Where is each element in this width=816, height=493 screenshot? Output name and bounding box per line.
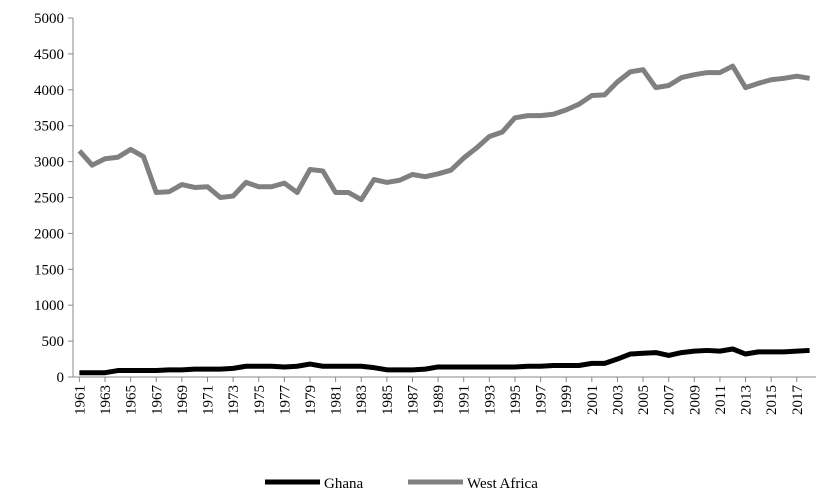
x-tick-label: 1967 [149, 385, 165, 416]
x-tick-label: 1981 [329, 385, 345, 415]
x-tick-label: 2007 [662, 385, 678, 416]
x-tick-label: 2009 [687, 385, 703, 415]
x-tick-label: 1979 [303, 385, 319, 415]
x-tick-label: 1971 [201, 385, 217, 415]
x-tick-label: 1993 [482, 385, 498, 415]
y-tick-label: 0 [57, 370, 65, 386]
y-tick-label: 1000 [34, 298, 64, 314]
x-tick-label: 2005 [636, 385, 652, 415]
legend-label: Ghana [324, 476, 363, 492]
y-tick-label: 3500 [34, 119, 64, 135]
x-tick-label: 1997 [534, 385, 550, 416]
x-tick-label: 1963 [98, 385, 114, 415]
x-tick-label: 1991 [457, 385, 473, 415]
x-tick-label: 1999 [559, 385, 575, 415]
x-tick-label: 2015 [764, 385, 780, 415]
y-tick-label: 5000 [34, 11, 64, 27]
x-tick-label: 1961 [72, 385, 88, 415]
y-tick-label: 1500 [34, 262, 64, 278]
x-tick-label: 1965 [124, 385, 140, 415]
x-tick-label: 1973 [226, 385, 242, 415]
x-tick-label: 1983 [354, 385, 370, 415]
y-tick-label: 2000 [34, 226, 64, 242]
y-tick-label: 4000 [34, 83, 64, 99]
series-line [77, 63, 811, 203]
x-tick-label: 1995 [508, 385, 524, 415]
x-tick-label: 2013 [739, 385, 755, 415]
x-tick-label: 1977 [277, 385, 293, 416]
x-tick-label: 2001 [585, 385, 601, 415]
x-tick-label: 2017 [790, 385, 806, 416]
x-tick-label: 1975 [252, 385, 268, 415]
y-tick-label: 2500 [34, 191, 64, 207]
x-tick-label: 2011 [713, 385, 729, 414]
x-tick-label: 2003 [610, 385, 626, 415]
y-tick-label: 3000 [34, 155, 64, 171]
x-tick-label: 1989 [431, 385, 447, 415]
legend-label: West Africa [467, 476, 538, 492]
x-tick-label: 1985 [380, 385, 396, 415]
x-tick-label: 1969 [175, 385, 191, 415]
series-line [79, 346, 810, 376]
y-tick-label: 500 [42, 334, 65, 350]
y-tick-label: 4500 [34, 47, 64, 63]
x-tick-label: 1987 [405, 385, 421, 416]
